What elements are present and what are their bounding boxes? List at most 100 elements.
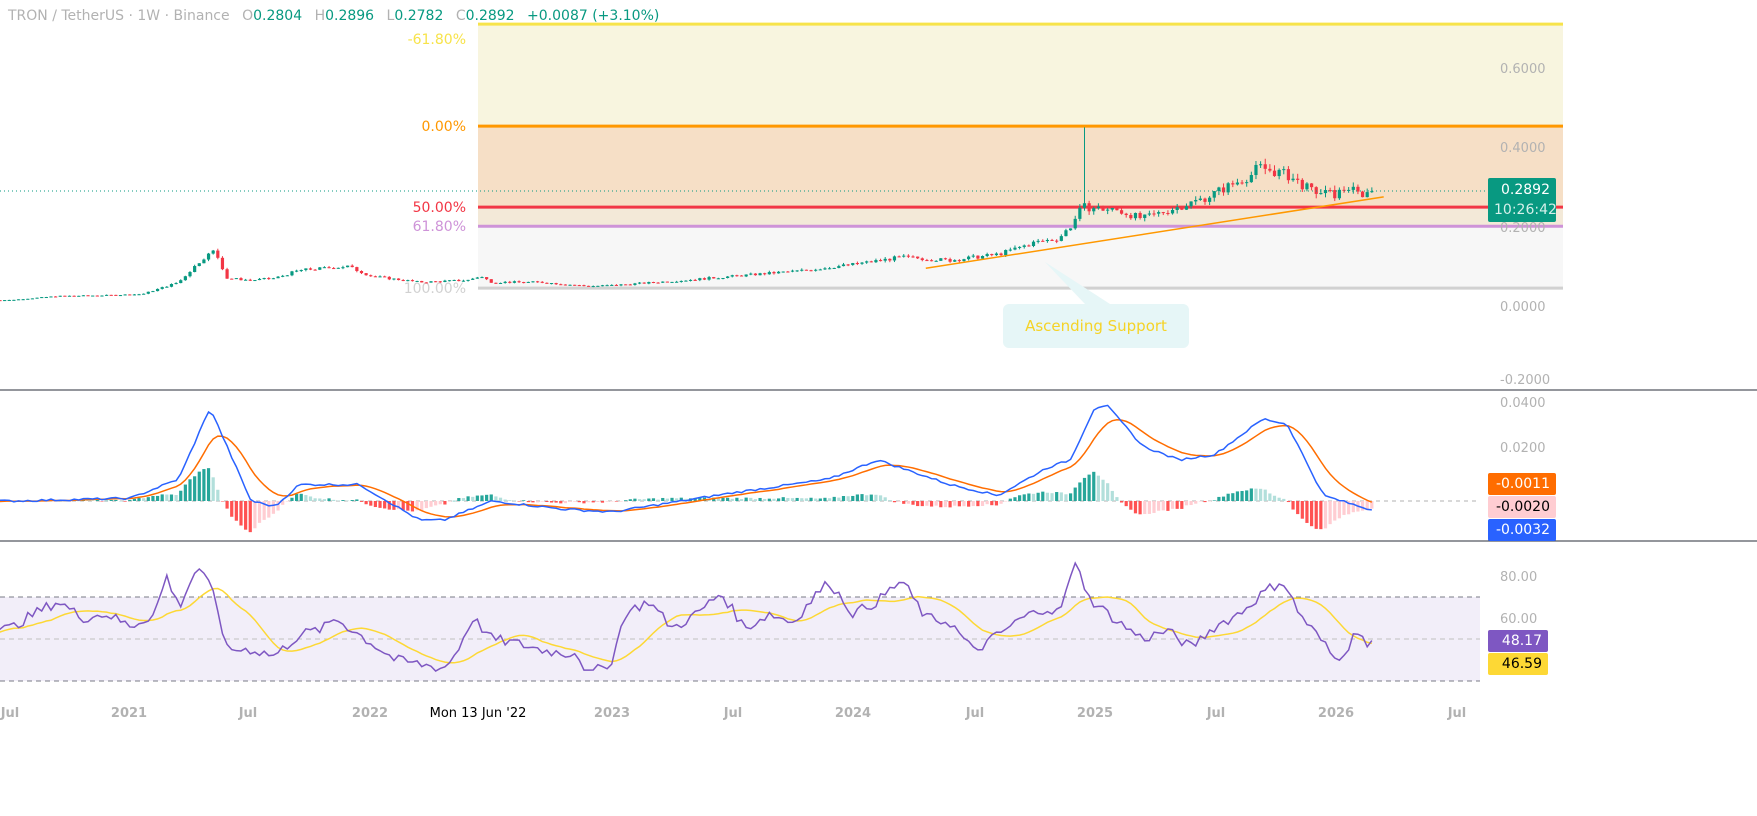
ascending-support-note[interactable]: Ascending Support [1003, 304, 1189, 348]
macd-histogram-bar [1296, 501, 1300, 515]
candle-body [160, 287, 164, 289]
time-axis-tick: 2021 [111, 706, 147, 721]
macd-histogram-bar [202, 469, 206, 501]
candle-body [1055, 240, 1059, 242]
candle-body [605, 285, 609, 287]
macd-histogram-bar [874, 494, 878, 501]
open-label: O [242, 8, 254, 24]
macd-histogram-bar [684, 498, 688, 501]
macd-histogram-bar [429, 501, 433, 507]
macd-histogram-bar [790, 498, 795, 501]
macd-histogram-bar [267, 501, 271, 518]
macd-histogram-bar [818, 498, 822, 501]
candle-body [359, 270, 364, 274]
macd-histogram-bar [1031, 493, 1036, 501]
candle-body [77, 295, 81, 297]
macd-histogram-bar [1157, 501, 1161, 511]
candle-body [1337, 189, 1341, 199]
macd-line-tag: -0.0032 [1488, 519, 1556, 541]
macd-histogram-bar [568, 501, 572, 502]
candle-body [137, 294, 141, 296]
macd-histogram-bar [281, 501, 285, 505]
macd-histogram-bar [540, 501, 544, 502]
macd-histogram-bar [128, 499, 132, 501]
macd-histogram-bar [948, 501, 952, 508]
macd-histogram-bar [1254, 488, 1258, 501]
candle-body [1240, 182, 1244, 184]
candle-body [285, 275, 289, 277]
candle-body [1110, 207, 1114, 210]
candle-body [647, 282, 651, 284]
macd-histogram-bar [438, 501, 442, 505]
candle-body [1143, 214, 1147, 218]
candle-body [999, 253, 1003, 256]
candle-body [1041, 240, 1045, 242]
candle-body [586, 285, 591, 287]
candle-body [466, 279, 470, 281]
symbol-title[interactable]: TRON / TetherUS · 1W · Binance [8, 8, 230, 24]
candle-body [174, 283, 178, 285]
macd-histogram-bar [290, 497, 294, 501]
candle-body [832, 267, 836, 269]
candle-body [401, 280, 405, 282]
macd-histogram-bar [600, 501, 605, 503]
low-label: L [386, 8, 395, 24]
candle-body [874, 260, 878, 263]
candle-body [823, 268, 827, 270]
candle-body [827, 268, 832, 270]
macd-histogram-bar [155, 495, 160, 501]
candle-body [392, 278, 396, 280]
drawings[interactable] [0, 190, 1488, 304]
candle-body [994, 253, 999, 256]
candle-body [81, 295, 86, 297]
candle-body [786, 271, 790, 273]
candle-body [1259, 164, 1263, 166]
candle-body [1027, 245, 1031, 247]
macd-histogram-bar [271, 501, 276, 514]
candle-body [818, 269, 822, 271]
macd-histogram-bar [781, 497, 785, 501]
macd-histogram-bar [86, 499, 90, 501]
macd-histogram-bar [1365, 501, 1369, 511]
candle-body [962, 259, 966, 262]
candle-body [299, 270, 303, 272]
macd-histogram-bar [1152, 501, 1156, 513]
macd-histogram-bar [679, 497, 683, 501]
candle-body [1291, 178, 1295, 181]
macd-histogram-bar [151, 495, 155, 501]
macd-histogram-bar [1217, 496, 1221, 501]
rsi-pane [0, 561, 1480, 682]
candle-body [1096, 206, 1100, 209]
time-axis-tick: 2023 [594, 706, 630, 721]
candle-body [559, 284, 563, 286]
macd-histogram-bar [142, 498, 146, 501]
candle-body [508, 281, 512, 283]
macd-histogram-bar [624, 500, 628, 501]
candle-body [271, 278, 276, 280]
macd-histogram-bar [457, 498, 461, 501]
candle-body [16, 299, 21, 301]
candle-body [1272, 170, 1277, 177]
candle-body [1050, 239, 1054, 241]
callout-pointer [1045, 262, 1110, 304]
macd-histogram-bar [220, 501, 225, 502]
candle-body [795, 270, 799, 272]
candle-body [183, 276, 187, 281]
candle-body [1170, 209, 1175, 214]
candle-body [1147, 213, 1151, 215]
macd-histogram-bar [1143, 501, 1147, 515]
candle-body [573, 284, 577, 286]
candle-body [809, 270, 813, 272]
candle-body [1309, 183, 1314, 188]
macd-histogram-bar [211, 477, 215, 501]
candle-body [206, 253, 211, 260]
candle-body [971, 255, 975, 257]
axes: 0.6000 0.4000 0.2000 0.0000 -0.2000 0.0400 0.0… [0, 62, 1757, 724]
fibonacci-retracement[interactable]: -61.80% 0.00% 50.00% 61.80% 100.00% [404, 22, 1563, 297]
candle-body [169, 283, 174, 287]
candle-body [308, 268, 313, 270]
macd-axis-tick: 0.0200 [1500, 441, 1546, 456]
macd-histogram-bar [614, 501, 618, 502]
candle-body [58, 295, 62, 297]
